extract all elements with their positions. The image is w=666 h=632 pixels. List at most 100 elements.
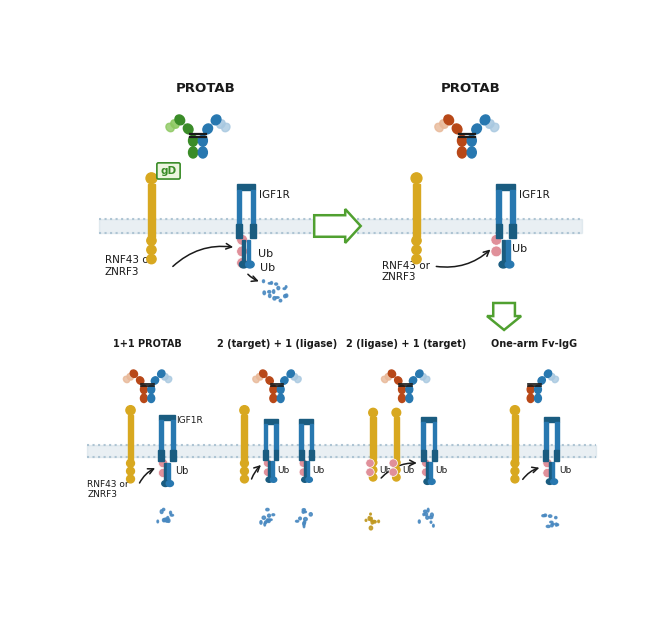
Ellipse shape [302, 477, 308, 482]
Ellipse shape [264, 521, 267, 523]
Ellipse shape [499, 261, 507, 268]
Circle shape [370, 466, 377, 473]
Circle shape [147, 255, 156, 264]
Ellipse shape [378, 520, 380, 523]
Bar [268, 461, 270, 477]
Ellipse shape [166, 123, 174, 131]
Circle shape [127, 459, 135, 467]
Ellipse shape [369, 526, 372, 530]
Circle shape [147, 236, 156, 245]
Bar [250, 224, 256, 238]
Bar [357, 219, 581, 233]
Bar [159, 420, 163, 449]
Circle shape [159, 468, 168, 478]
Bar [128, 415, 133, 460]
Ellipse shape [123, 376, 130, 382]
Ellipse shape [163, 519, 166, 521]
Ellipse shape [370, 518, 372, 521]
Ellipse shape [303, 525, 305, 528]
Bar [544, 417, 559, 422]
Circle shape [264, 468, 272, 477]
Ellipse shape [555, 516, 557, 519]
Ellipse shape [268, 514, 270, 517]
Ellipse shape [546, 479, 553, 484]
Ellipse shape [162, 374, 168, 380]
Ellipse shape [302, 510, 304, 513]
Ellipse shape [505, 261, 513, 268]
Text: 1+1 PROTAB: 1+1 PROTAB [113, 339, 182, 349]
Text: RNF43 or
ZNRF3: RNF43 or ZNRF3 [87, 480, 129, 499]
Bar [250, 190, 255, 224]
Bar [551, 462, 554, 479]
Text: Ub: Ub [260, 263, 275, 273]
Ellipse shape [385, 374, 392, 380]
Ellipse shape [167, 519, 170, 523]
Bar [394, 417, 399, 459]
Ellipse shape [395, 377, 402, 384]
Bar [264, 423, 267, 450]
Ellipse shape [170, 120, 179, 128]
Bar [426, 462, 429, 479]
Ellipse shape [166, 376, 172, 382]
Circle shape [393, 459, 400, 466]
Ellipse shape [170, 514, 174, 516]
Ellipse shape [277, 394, 284, 403]
Bar [300, 423, 303, 450]
Ellipse shape [272, 289, 275, 293]
Ellipse shape [535, 386, 541, 394]
Ellipse shape [175, 115, 184, 125]
Circle shape [543, 459, 552, 468]
Text: Ub: Ub [559, 466, 571, 475]
Bar [555, 449, 559, 461]
Circle shape [511, 475, 519, 483]
Circle shape [511, 467, 519, 475]
Ellipse shape [365, 520, 367, 521]
Circle shape [389, 459, 398, 467]
Text: Ub: Ub [402, 466, 415, 475]
Ellipse shape [527, 394, 534, 403]
Ellipse shape [141, 394, 147, 403]
Ellipse shape [555, 523, 557, 526]
Ellipse shape [423, 513, 425, 516]
Bar [370, 417, 376, 459]
Ellipse shape [163, 508, 165, 511]
Ellipse shape [304, 521, 306, 524]
Ellipse shape [430, 513, 434, 517]
Ellipse shape [551, 523, 554, 525]
Ellipse shape [151, 377, 159, 384]
Circle shape [240, 406, 249, 415]
Ellipse shape [306, 477, 312, 482]
Bar [236, 184, 255, 190]
Ellipse shape [166, 520, 168, 521]
Text: RNF43 or
ZNRF3: RNF43 or ZNRF3 [105, 255, 153, 277]
Polygon shape [487, 303, 521, 330]
Bar [549, 462, 551, 479]
Ellipse shape [148, 394, 155, 403]
Ellipse shape [274, 283, 278, 285]
Ellipse shape [444, 115, 454, 125]
Ellipse shape [161, 510, 163, 513]
Ellipse shape [162, 480, 169, 487]
Ellipse shape [552, 376, 559, 382]
Ellipse shape [549, 374, 555, 380]
Ellipse shape [166, 480, 173, 487]
Ellipse shape [170, 511, 172, 514]
Circle shape [389, 468, 398, 477]
Bar [271, 461, 274, 477]
Bar [87, 445, 595, 457]
Bar [247, 240, 250, 262]
Bar [274, 423, 278, 450]
Ellipse shape [262, 516, 266, 520]
Text: IGF1R: IGF1R [259, 190, 290, 200]
Bar [310, 423, 314, 450]
Bar [170, 449, 176, 461]
Ellipse shape [217, 120, 225, 128]
Ellipse shape [198, 135, 207, 146]
Ellipse shape [430, 521, 432, 523]
Bar [148, 184, 155, 237]
Ellipse shape [370, 518, 372, 519]
Ellipse shape [557, 524, 559, 526]
Text: gD: gD [161, 166, 176, 176]
Ellipse shape [551, 479, 557, 484]
Ellipse shape [269, 519, 272, 521]
